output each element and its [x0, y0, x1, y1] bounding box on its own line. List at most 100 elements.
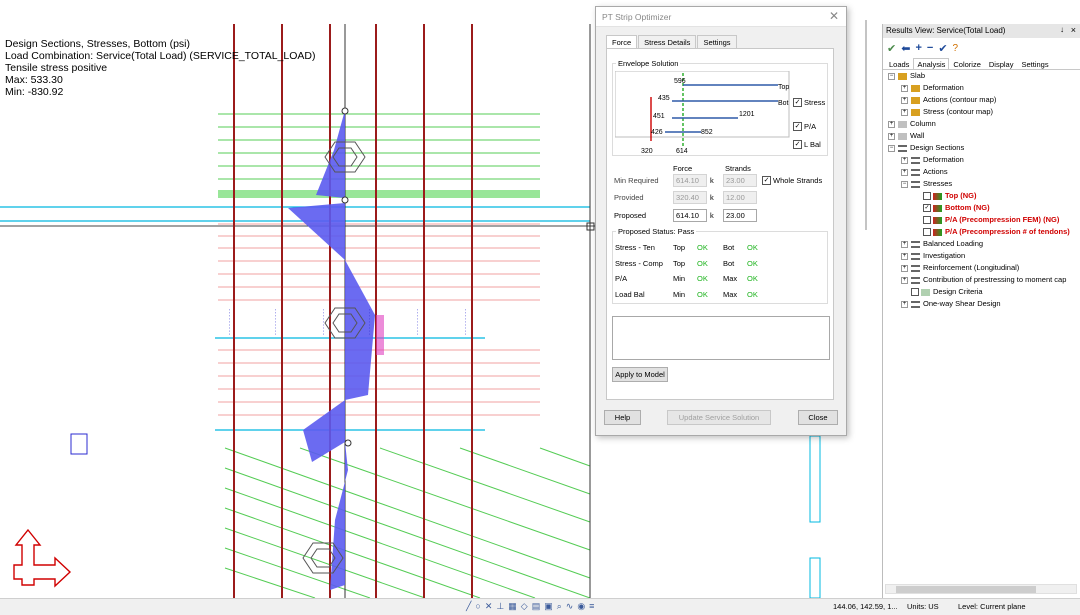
- status-title: Proposed Status: Pass: [616, 227, 697, 236]
- pa-tendons-icon: [933, 228, 942, 236]
- eye-icon[interactable]: ◉: [577, 601, 586, 611]
- tree-item-design-criteria[interactable]: Design Criteria: [911, 286, 983, 298]
- pin-icon[interactable]: ↓: [1060, 25, 1064, 34]
- tab-analysis[interactable]: Analysis: [913, 58, 950, 69]
- curve-icon[interactable]: ∿: [565, 601, 574, 611]
- status-av-load-bal: OK: [697, 290, 708, 299]
- env-bot-label: Bot: [778, 100, 789, 107]
- tree-item-reinforcement[interactable]: + Reinforcement (Longitudinal): [901, 263, 1020, 272]
- tree-item-actions-contour[interactable]: + Actions (contour map): [901, 95, 997, 104]
- level-indicator: Level: Current plane: [958, 602, 1026, 611]
- cross-icon[interactable]: ✕: [484, 601, 493, 611]
- status-b-pa: Max: [723, 274, 738, 283]
- pa-check-label: P/A: [804, 122, 817, 131]
- grid-icon[interactable]: ▦: [508, 601, 517, 611]
- min-required-label: Min Required: [614, 176, 659, 185]
- tree-item-investigation[interactable]: + Investigation: [901, 251, 966, 260]
- tree-item-design-sections[interactable]: − Design Sections: [888, 143, 965, 152]
- tab-display[interactable]: Display: [988, 60, 1014, 69]
- actions-icon: [911, 96, 920, 104]
- svg-text:- - - - - - - - -: - - - - - - - - -: [367, 309, 373, 335]
- bottom-ng-checkbox: ✓: [923, 204, 931, 213]
- stress-checkbox[interactable]: ✓: [793, 98, 802, 107]
- scroll-thumb[interactable]: [896, 586, 1036, 593]
- svg-text:- - - - - - - - -: - - - - - - - - -: [415, 309, 421, 335]
- help-icon[interactable]: ?: [952, 42, 959, 54]
- pa-fem-checkbox: [923, 216, 931, 225]
- close-icon[interactable]: ✕: [828, 9, 839, 23]
- tab-results-settings[interactable]: Settings: [1021, 60, 1049, 69]
- reinforcement-icon: [911, 264, 920, 272]
- arrow-left-icon[interactable]: ⬅: [901, 42, 911, 55]
- results-horizontal-scrollbar[interactable]: [885, 584, 1077, 594]
- tree-item-wall[interactable]: + Wall: [888, 131, 925, 140]
- min-value: Min: -830.92: [5, 86, 64, 98]
- tree-item-column[interactable]: + Column: [888, 119, 936, 128]
- tree-item-pa-tendons[interactable]: P/A (Precompression # of tendons): [923, 226, 1070, 238]
- provided-label: Provided: [614, 193, 644, 202]
- tree-item-pa-fem[interactable]: P/A (Precompression FEM) (NG): [923, 214, 1059, 226]
- circle-icon[interactable]: ○: [475, 601, 481, 611]
- line-icon[interactable]: ╱: [466, 601, 472, 611]
- status-label-load-bal: Load Bal: [615, 290, 645, 299]
- close-panel-icon[interactable]: ×: [1070, 25, 1076, 35]
- table-icon[interactable]: ▤: [531, 601, 541, 611]
- wall-icon: [898, 132, 907, 140]
- tree-item-stresses[interactable]: − Stresses: [901, 179, 953, 188]
- stress-icon: [911, 108, 920, 116]
- check-all-icon[interactable]: ✔: [938, 42, 948, 55]
- envelope-group: [612, 63, 828, 156]
- max-value: Max: 533.30: [5, 74, 63, 86]
- dialog-title: PT Strip Optimizer: [602, 12, 672, 22]
- apply-to-model-button[interactable]: Apply to Model: [612, 367, 668, 382]
- tab-colorize[interactable]: Colorize: [953, 60, 981, 69]
- slab-icon: [898, 72, 907, 80]
- svg-text:- - - - - - - - -: - - - - - - - - -: [227, 309, 233, 335]
- proposed-label: Proposed: [614, 211, 647, 220]
- tree-item-one-way-shear[interactable]: + One-way Shear Design: [901, 299, 1001, 308]
- whole-strands-checkbox[interactable]: ✓: [762, 176, 771, 185]
- tree-item-balanced-loading[interactable]: + Balanced Loading: [901, 239, 984, 248]
- proposed-strands-input[interactable]: 23.00: [723, 209, 757, 222]
- close-button[interactable]: Close: [798, 410, 838, 425]
- pa-fem-icon: [933, 216, 942, 224]
- tree-item-top-ng[interactable]: Top (NG): [923, 190, 977, 202]
- tree-item-contribution[interactable]: + Contribution of prestressing to moment …: [901, 275, 1067, 284]
- tree-item-ds-actions[interactable]: + Actions: [901, 167, 948, 176]
- plus-icon[interactable]: +: [915, 42, 922, 54]
- env-426: 426: [651, 129, 663, 136]
- top-ng-checkbox: [923, 192, 931, 201]
- tab-settings[interactable]: Settings: [697, 35, 737, 49]
- layers-icon[interactable]: ≡: [589, 601, 595, 611]
- lbal-checkbox[interactable]: ✓: [793, 140, 802, 149]
- investigation-icon: [911, 252, 920, 260]
- help-button[interactable]: Help: [604, 410, 641, 425]
- tab-loads[interactable]: Loads: [889, 60, 910, 69]
- tab-stress-details[interactable]: Stress Details: [638, 35, 697, 49]
- status-b-stress-comp: Bot: [723, 259, 735, 268]
- env-x-left: 320: [641, 148, 653, 155]
- message-box[interactable]: [612, 316, 830, 360]
- snap-icon[interactable]: ◇: [520, 601, 528, 611]
- view-icon[interactable]: ▣: [544, 601, 553, 611]
- tree-item-bottom-ng[interactable]: ✓ Bottom (NG): [923, 203, 990, 213]
- min-required-force: 614.10: [673, 174, 707, 187]
- dialog-titlebar[interactable]: PT Strip Optimizer ✕: [596, 7, 846, 27]
- results-toolbar: ✔ ⬅ + − ✔ ?: [883, 38, 1080, 58]
- top-ng-icon: [933, 192, 942, 200]
- provided-unit: k: [710, 193, 714, 202]
- proposed-force-input[interactable]: 614.10: [673, 209, 707, 222]
- tree-item-slab[interactable]: − Slab: [888, 71, 926, 80]
- minus-icon[interactable]: −: [926, 42, 934, 54]
- env-top-value: 596: [674, 78, 686, 85]
- zoom-icon[interactable]: ⌕: [556, 601, 562, 611]
- tree-item-ds-deformation[interactable]: + Deformation: [901, 155, 964, 164]
- status-group: [612, 231, 828, 304]
- svg-text:- - - - - - - - -: - - - - - - - - -: [463, 309, 469, 335]
- tree-item-slab-deformation[interactable]: + Deformation: [901, 83, 964, 92]
- pa-checkbox[interactable]: ✓: [793, 122, 802, 131]
- check-icon[interactable]: ✔: [887, 42, 897, 55]
- tab-force[interactable]: Force: [606, 35, 638, 49]
- tree-item-stress-contour[interactable]: + Stress (contour map): [901, 107, 994, 116]
- perpendicular-icon[interactable]: ⊥: [496, 601, 505, 611]
